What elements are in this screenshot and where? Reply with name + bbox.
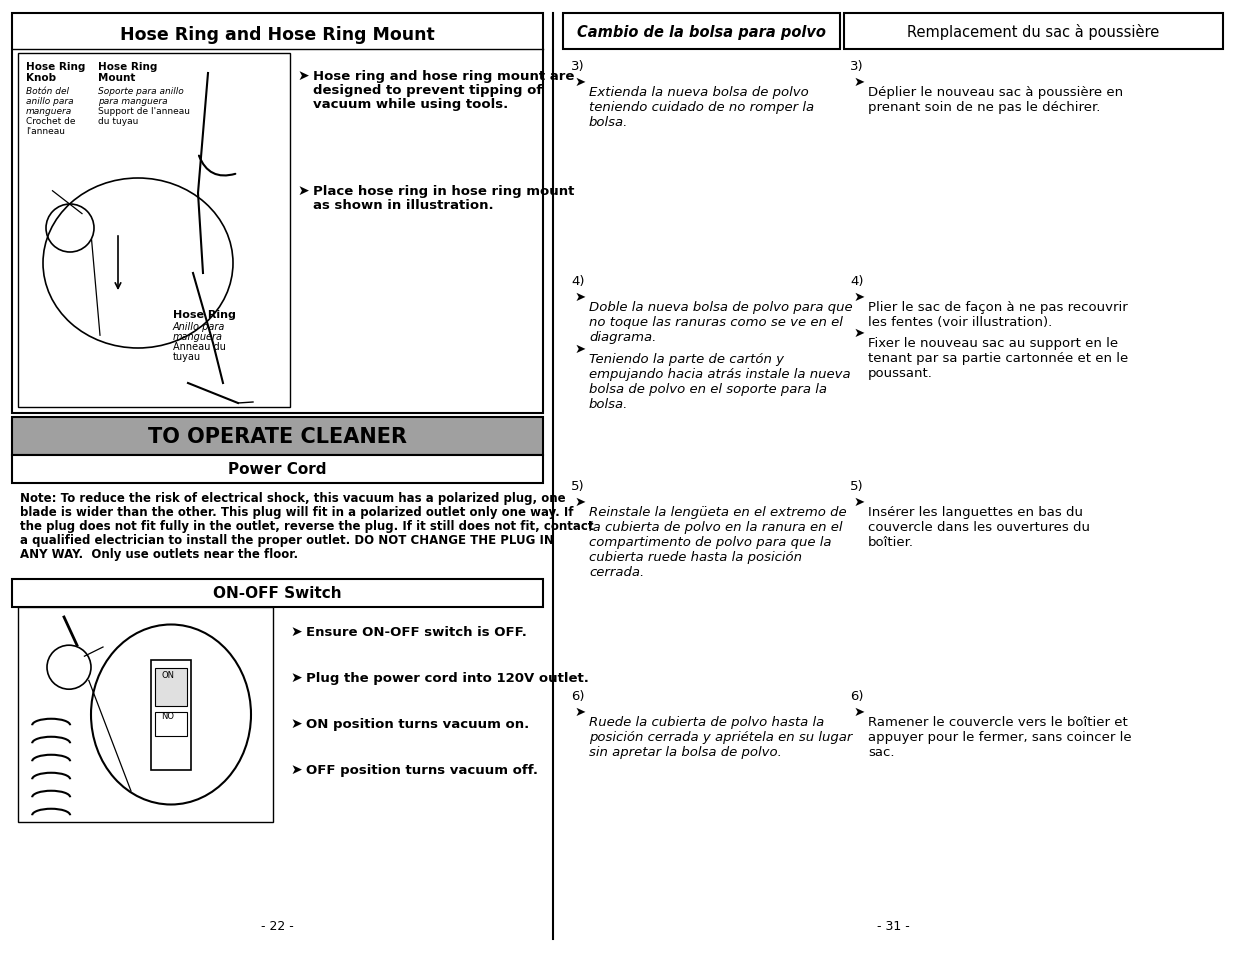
Text: Hose Ring: Hose Ring xyxy=(98,62,157,71)
Text: Hose ring and hose ring mount are: Hose ring and hose ring mount are xyxy=(312,70,574,83)
Bar xyxy=(156,668,186,706)
Text: manguera: manguera xyxy=(173,332,224,341)
Text: 6): 6) xyxy=(571,689,584,702)
Text: ➤: ➤ xyxy=(576,291,587,304)
Text: Anillo para: Anillo para xyxy=(173,322,225,332)
Text: Power Cord: Power Cord xyxy=(228,462,327,477)
Text: ➤: ➤ xyxy=(290,670,301,684)
Text: Crochet de: Crochet de xyxy=(26,117,75,126)
Text: ➤: ➤ xyxy=(290,624,301,639)
Text: manguera: manguera xyxy=(26,107,73,116)
Bar xyxy=(19,607,273,822)
Text: Insérer les languettes en bas du
couvercle dans les ouvertures du
boîtier.: Insérer les languettes en bas du couverc… xyxy=(868,505,1091,548)
Text: Plier le sac de façon à ne pas recouvrir
les fentes (voir illustration).: Plier le sac de façon à ne pas recouvrir… xyxy=(868,301,1128,329)
Text: 5): 5) xyxy=(850,479,863,493)
Bar xyxy=(12,579,543,607)
Text: Plug the power cord into 120V outlet.: Plug the power cord into 120V outlet. xyxy=(306,671,589,684)
Text: 3): 3) xyxy=(571,60,584,73)
Text: l'anneau: l'anneau xyxy=(26,127,65,136)
Text: Ramener le couvercle vers le boîtier et
appuyer pour le fermer, sans coincer le
: Ramener le couvercle vers le boîtier et … xyxy=(868,716,1131,759)
Text: the plug does not fit fully in the outlet, reverse the plug. If it still does no: the plug does not fit fully in the outle… xyxy=(20,519,594,533)
Bar xyxy=(12,417,543,456)
Text: anillo para: anillo para xyxy=(26,97,74,106)
Text: Teniendo la parte de cartón y
empujando hacia atrás instale la nueva
bolsa de po: Teniendo la parte de cartón y empujando … xyxy=(589,353,851,411)
Text: Note: To reduce the risk of electrical shock, this vacuum has a polarized plug, : Note: To reduce the risk of electrical s… xyxy=(20,492,566,504)
Text: ➤: ➤ xyxy=(576,76,587,89)
Bar xyxy=(12,14,543,414)
Text: Reinstale la lengüeta en el extremo de
la cubierta de polvo en la ranura en el
c: Reinstale la lengüeta en el extremo de l… xyxy=(589,505,847,578)
Text: vacuum while using tools.: vacuum while using tools. xyxy=(312,98,509,111)
Text: Place hose ring in hose ring mount: Place hose ring in hose ring mount xyxy=(312,185,574,198)
Text: ➤: ➤ xyxy=(853,496,866,509)
Text: ON position turns vacuum on.: ON position turns vacuum on. xyxy=(306,718,530,730)
Text: 4): 4) xyxy=(850,274,863,288)
Text: para manguera: para manguera xyxy=(98,97,168,106)
Text: designed to prevent tipping of: designed to prevent tipping of xyxy=(312,84,542,97)
Text: Cambio de la bolsa para polvo: Cambio de la bolsa para polvo xyxy=(577,25,826,39)
Text: Botón del: Botón del xyxy=(26,87,69,96)
Text: Hose Ring: Hose Ring xyxy=(173,310,236,319)
Bar xyxy=(844,14,1223,50)
Bar xyxy=(12,456,543,483)
Text: blade is wider than the other. This plug will fit in a polarized outlet only one: blade is wider than the other. This plug… xyxy=(20,505,573,518)
Bar xyxy=(19,54,290,408)
Text: - 22 -: - 22 - xyxy=(261,919,294,932)
Text: Hose Ring: Hose Ring xyxy=(26,62,85,71)
Text: Ensure ON-OFF switch is OFF.: Ensure ON-OFF switch is OFF. xyxy=(306,625,527,639)
Text: Ruede la cubierta de polvo hasta la
posición cerrada y apriétela en su lugar
sin: Ruede la cubierta de polvo hasta la posi… xyxy=(589,716,852,759)
Text: ➤: ➤ xyxy=(576,496,587,509)
Text: 6): 6) xyxy=(850,689,863,702)
Text: Hose Ring and Hose Ring Mount: Hose Ring and Hose Ring Mount xyxy=(120,26,435,44)
Text: ➤: ➤ xyxy=(290,762,301,776)
Text: ➤: ➤ xyxy=(853,76,866,89)
Text: ➤: ➤ xyxy=(290,717,301,730)
Text: ➤: ➤ xyxy=(853,291,866,304)
Text: tuyau: tuyau xyxy=(173,352,201,361)
Text: ➤: ➤ xyxy=(576,705,587,719)
Text: ANY WAY.  Only use outlets near the floor.: ANY WAY. Only use outlets near the floor… xyxy=(20,547,298,560)
Text: Doble la nueva bolsa de polvo para que
no toque las ranuras como se ve en el
dia: Doble la nueva bolsa de polvo para que n… xyxy=(589,301,852,344)
Text: Anneau du: Anneau du xyxy=(173,341,226,352)
Text: 4): 4) xyxy=(571,274,584,288)
Text: Soporte para anillo: Soporte para anillo xyxy=(98,87,184,96)
Text: ➤: ➤ xyxy=(853,327,866,339)
Text: Extienda la nueva bolsa de polvo
teniendo cuidado de no romper la
bolsa.: Extienda la nueva bolsa de polvo teniend… xyxy=(589,86,814,129)
Text: TO OPERATE CLEANER: TO OPERATE CLEANER xyxy=(148,427,408,447)
Text: Mount: Mount xyxy=(98,73,136,83)
Text: ON: ON xyxy=(161,671,174,679)
Text: as shown in illustration.: as shown in illustration. xyxy=(312,199,494,212)
Text: Support de l'anneau: Support de l'anneau xyxy=(98,107,190,116)
Text: Déplier le nouveau sac à poussière en
prenant soin de ne pas le déchirer.: Déplier le nouveau sac à poussière en pr… xyxy=(868,86,1123,113)
Text: NO: NO xyxy=(161,712,174,720)
Bar xyxy=(563,14,840,50)
Text: 5): 5) xyxy=(571,479,584,493)
Text: ➤: ➤ xyxy=(853,705,866,719)
Text: ON-OFF Switch: ON-OFF Switch xyxy=(214,586,342,601)
Text: du tuyau: du tuyau xyxy=(98,117,138,126)
Text: Knob: Knob xyxy=(26,73,56,83)
Text: Remplacement du sac à poussière: Remplacement du sac à poussière xyxy=(908,24,1160,40)
Text: Fixer le nouveau sac au support en le
tenant par sa partie cartonnée et en le
po: Fixer le nouveau sac au support en le te… xyxy=(868,336,1129,379)
Text: ➤: ➤ xyxy=(296,69,309,83)
Text: 3): 3) xyxy=(850,60,863,73)
Bar xyxy=(156,712,186,736)
Text: a qualified electrician to install the proper outlet. DO NOT CHANGE THE PLUG IN: a qualified electrician to install the p… xyxy=(20,534,553,546)
Text: - 31 -: - 31 - xyxy=(877,919,909,932)
Text: OFF position turns vacuum off.: OFF position turns vacuum off. xyxy=(306,763,538,776)
Text: ➤: ➤ xyxy=(576,343,587,355)
Bar xyxy=(151,659,191,770)
Text: ➤: ➤ xyxy=(296,184,309,198)
